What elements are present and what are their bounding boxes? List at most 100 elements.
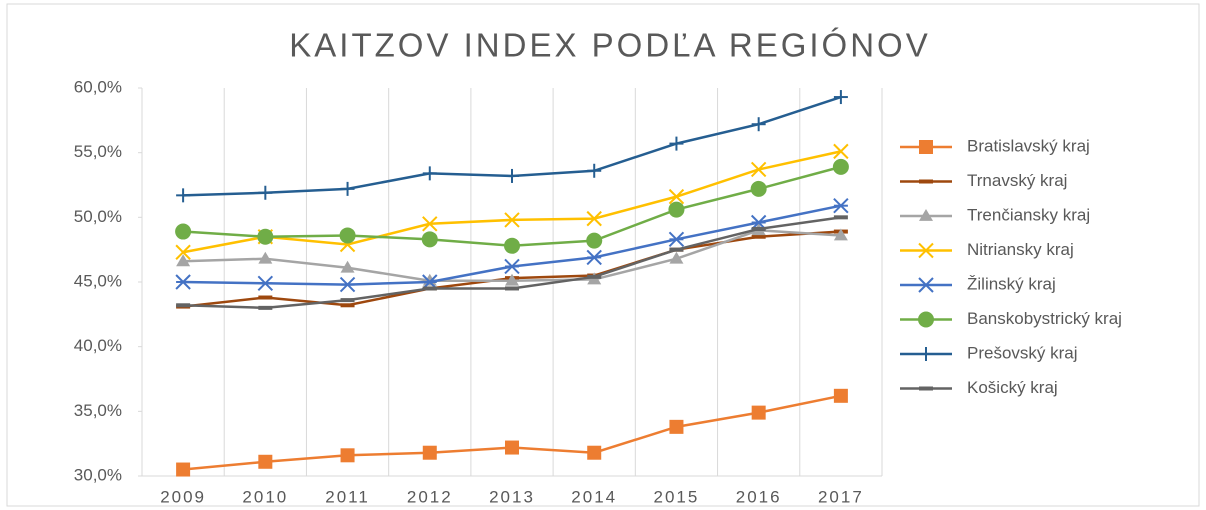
marker (833, 90, 848, 105)
marker-shape (258, 305, 273, 310)
marker (505, 273, 519, 286)
marker (175, 223, 192, 240)
y-tick-label: 30,0% (74, 465, 122, 484)
y-tick-label: 50,0% (74, 207, 122, 226)
marker (176, 303, 191, 308)
legend-label: Banskobystrický kraj (967, 309, 1122, 328)
marker (340, 448, 355, 463)
marker (751, 234, 766, 239)
marker (833, 143, 849, 160)
y-tick-label: 45,0% (74, 271, 122, 290)
marker (669, 419, 684, 434)
marker (750, 161, 767, 178)
marker (751, 405, 766, 420)
marker-shape (918, 311, 934, 328)
marker-shape (751, 226, 766, 231)
marker-shape (919, 209, 933, 221)
x-tick-label: 2012 (407, 487, 453, 506)
marker-shape (669, 419, 684, 434)
marker (586, 210, 602, 227)
marker (833, 197, 849, 214)
marker (750, 180, 767, 197)
marker-shape (340, 260, 355, 273)
marker (340, 298, 355, 303)
marker-shape (421, 231, 438, 248)
marker-stroke (750, 161, 767, 178)
marker (176, 254, 191, 267)
marker (340, 260, 355, 273)
marker (421, 231, 438, 248)
marker (751, 117, 766, 132)
x-tick-label: 2009 (160, 487, 206, 506)
marker-shape (587, 274, 602, 279)
marker (587, 163, 602, 178)
marker (833, 228, 848, 241)
marker-shape (833, 215, 848, 220)
marker-shape (176, 303, 191, 308)
marker (919, 386, 933, 391)
marker-stroke (833, 143, 849, 160)
marker (257, 275, 274, 292)
marker-shape (340, 298, 355, 303)
marker (751, 226, 766, 231)
marker (669, 136, 684, 151)
marker-shape (339, 227, 356, 244)
marker (504, 237, 520, 254)
marker-shape (422, 445, 437, 460)
legend-label: Trnavský kraj (967, 171, 1067, 190)
marker-shape (919, 179, 933, 184)
marker-shape (587, 445, 602, 460)
marker-shape (669, 247, 684, 252)
marker (504, 258, 520, 275)
marker-shape (258, 295, 273, 300)
marker (919, 209, 933, 221)
marker (918, 242, 934, 259)
x-tick-label: 2017 (818, 487, 864, 506)
marker (340, 181, 355, 196)
x-tick-label: 2016 (736, 487, 782, 506)
marker (919, 347, 933, 361)
marker (422, 216, 438, 232)
marker (505, 440, 519, 455)
marker (669, 247, 684, 252)
marker (918, 311, 934, 328)
marker (422, 445, 437, 460)
marker-shape (176, 254, 191, 267)
marker (668, 201, 685, 218)
marker-shape (258, 251, 273, 264)
marker-shape (176, 462, 191, 477)
marker (258, 185, 273, 200)
marker-shape (422, 286, 437, 291)
marker-stroke (422, 216, 438, 232)
marker-shape (832, 158, 849, 175)
x-tick-label: 2014 (571, 487, 617, 506)
marker-shape (919, 140, 933, 154)
marker-shape (505, 286, 519, 291)
x-tick-label: 2013 (489, 487, 535, 506)
marker-stroke (504, 212, 520, 228)
marker-shape (750, 180, 767, 197)
marker (422, 166, 437, 181)
marker-shape (505, 273, 519, 286)
marker (258, 251, 273, 264)
marker (258, 295, 273, 300)
marker-stroke (668, 188, 685, 205)
x-tick-label: 2011 (325, 487, 370, 506)
legend-label: Žilinský kraj (967, 274, 1056, 293)
chart-title: KAITZOV INDEX PODĽA REGIÓNOV (289, 27, 930, 64)
legend-label: Trenčiansky kraj (967, 205, 1090, 224)
marker (422, 286, 437, 291)
marker-stroke (175, 244, 191, 260)
x-tick-label: 2015 (654, 487, 700, 506)
marker-shape (586, 232, 603, 249)
marker (504, 212, 520, 228)
marker (668, 231, 685, 248)
marker (339, 276, 356, 293)
marker (176, 462, 191, 477)
marker (919, 179, 933, 184)
marker (918, 277, 934, 293)
marker (505, 286, 519, 291)
marker (833, 388, 848, 403)
marker-shape (340, 303, 355, 308)
